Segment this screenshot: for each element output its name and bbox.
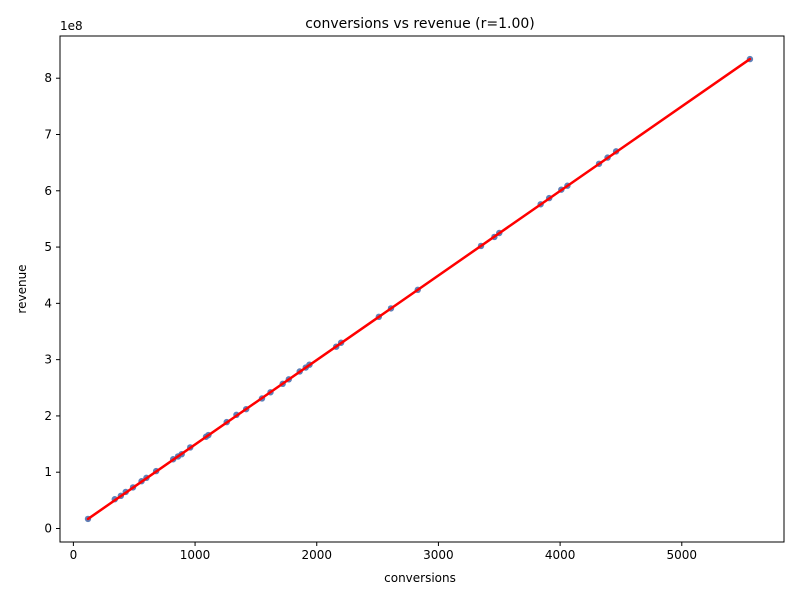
x-axis: 0 1000 2000 3000 4000 5000 (70, 542, 697, 562)
x-tick-label: 3000 (423, 548, 454, 562)
plot-area (84, 55, 754, 523)
x-tick-label: 2000 (301, 548, 332, 562)
x-tick-label: 4000 (545, 548, 576, 562)
x-axis-label: conversions (384, 571, 456, 585)
y-tick-label: 7 (44, 127, 52, 141)
y-tick-label: 2 (44, 409, 52, 423)
y-tick-label: 1 (44, 465, 52, 479)
y-axis: 0 1 2 3 4 5 6 7 8 (44, 71, 60, 535)
x-tick-label: 1000 (180, 548, 211, 562)
regression-line (86, 57, 752, 521)
y-axis-label: revenue (15, 264, 29, 313)
x-tick-label: 5000 (667, 548, 698, 562)
y-tick-label: 3 (44, 353, 52, 367)
y-tick-label: 8 (44, 71, 52, 85)
x-tick-label: 0 (70, 548, 78, 562)
y-tick-label: 5 (44, 240, 52, 254)
y-tick-label: 0 (44, 521, 52, 535)
y-offset-label: 1e8 (60, 19, 83, 33)
axes-frame (59, 35, 785, 543)
chart-title: conversions vs revenue (r=1.00) (305, 16, 535, 32)
y-tick-label: 4 (44, 296, 52, 310)
y-tick-label: 6 (44, 184, 52, 198)
